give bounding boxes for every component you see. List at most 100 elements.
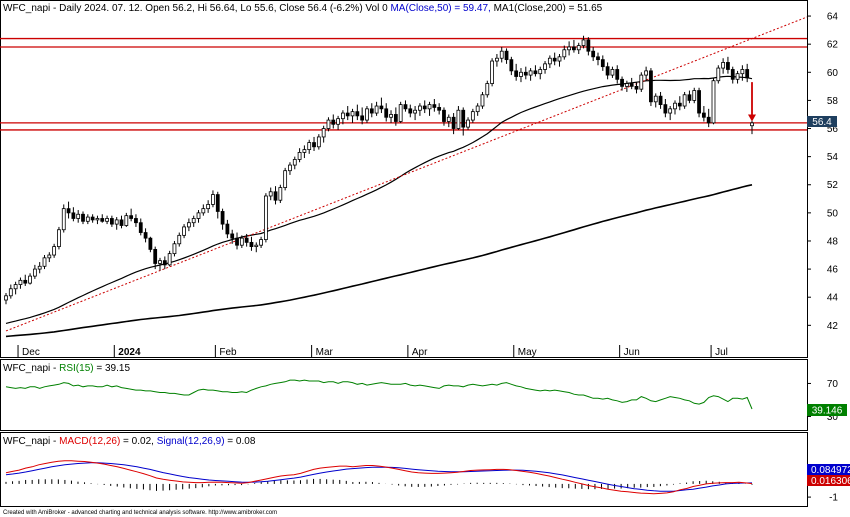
candle bbox=[254, 242, 259, 253]
candle bbox=[649, 68, 653, 107]
candle-down bbox=[273, 191, 278, 201]
candle bbox=[76, 210, 81, 223]
candle-up bbox=[427, 104, 432, 110]
candle-up bbox=[114, 219, 119, 225]
candle bbox=[538, 66, 543, 80]
candle-up bbox=[278, 187, 283, 201]
candle-up bbox=[47, 254, 52, 259]
rsi-tick-label: 30 bbox=[827, 412, 839, 423]
candle-down bbox=[629, 83, 634, 87]
date-tick-label: Feb bbox=[219, 347, 237, 358]
date-tick-label: Dec bbox=[22, 347, 40, 358]
candle bbox=[215, 191, 220, 219]
candle bbox=[312, 136, 316, 152]
candle-down bbox=[726, 62, 730, 70]
candle-up bbox=[124, 215, 129, 226]
candle-up bbox=[740, 69, 745, 75]
candle-up bbox=[485, 83, 490, 96]
candle-up bbox=[52, 246, 57, 256]
candle-up bbox=[211, 194, 215, 205]
candle-down bbox=[432, 104, 437, 108]
candle bbox=[687, 90, 692, 104]
candle-down bbox=[220, 211, 225, 225]
candle-up bbox=[519, 71, 523, 77]
candle-up bbox=[624, 83, 629, 87]
candle-up bbox=[105, 218, 109, 222]
candle bbox=[177, 232, 182, 247]
candle-up bbox=[288, 164, 292, 172]
candle bbox=[408, 104, 413, 118]
candle bbox=[321, 125, 326, 143]
trendline-path bbox=[5, 16, 808, 332]
rsi-header: WFC_napi - RSI(15) = 39.15 bbox=[3, 363, 130, 374]
candle bbox=[350, 108, 355, 123]
candle-down bbox=[687, 94, 692, 101]
ma200-line bbox=[5, 184, 753, 338]
price-tick-label: 58 bbox=[827, 96, 839, 107]
price-tick-label: 60 bbox=[827, 68, 839, 79]
signal-path bbox=[5, 462, 753, 492]
candle-down bbox=[345, 112, 350, 117]
candle bbox=[302, 145, 307, 159]
candle bbox=[677, 96, 682, 111]
candle bbox=[634, 82, 639, 94]
candle-down bbox=[109, 218, 114, 225]
candle-down bbox=[119, 219, 124, 226]
candle bbox=[259, 236, 263, 249]
candle bbox=[345, 106, 350, 121]
candle-up bbox=[350, 111, 355, 117]
candle bbox=[81, 211, 85, 225]
candle-up bbox=[95, 218, 100, 221]
candle bbox=[273, 186, 278, 205]
candle bbox=[230, 229, 235, 244]
candle-up bbox=[182, 226, 186, 236]
arrow-head bbox=[748, 114, 756, 122]
candle-up bbox=[316, 136, 321, 148]
candle bbox=[225, 219, 230, 239]
candle bbox=[629, 77, 634, 90]
candle bbox=[129, 208, 134, 222]
candle bbox=[114, 217, 119, 230]
candle bbox=[71, 207, 76, 222]
candle-up bbox=[653, 95, 658, 103]
candle bbox=[355, 104, 360, 121]
candle-up bbox=[562, 49, 567, 58]
candle bbox=[446, 114, 451, 128]
candle bbox=[514, 63, 519, 81]
candle-down bbox=[384, 108, 389, 118]
price-axis: 42 44 46 48 50 52 54 56 58 60 62 64 bbox=[807, 12, 838, 332]
candle bbox=[673, 100, 677, 115]
macd-panel-frame bbox=[0, 432, 808, 507]
candle-up bbox=[576, 45, 581, 51]
candle bbox=[393, 107, 398, 126]
candle-down bbox=[461, 109, 466, 128]
candle-up bbox=[297, 152, 302, 160]
candle bbox=[57, 226, 61, 250]
price-tick-label: 62 bbox=[827, 40, 839, 51]
candle-up bbox=[341, 112, 345, 120]
ma200-path bbox=[5, 184, 753, 338]
candle-down bbox=[369, 108, 374, 114]
candle-up bbox=[389, 114, 393, 118]
candle-down bbox=[225, 223, 230, 235]
candle-down bbox=[66, 208, 71, 214]
candle bbox=[47, 252, 52, 263]
candlesticks bbox=[4, 35, 754, 305]
candle bbox=[726, 56, 730, 74]
candle-down bbox=[162, 260, 167, 266]
candle bbox=[716, 65, 721, 84]
candle-up bbox=[259, 239, 263, 246]
svg-text:56.4: 56.4 bbox=[812, 117, 832, 128]
candle-down bbox=[393, 114, 398, 122]
candle-down bbox=[663, 104, 668, 114]
candle bbox=[331, 114, 336, 129]
price-bands bbox=[0, 37, 807, 131]
candle bbox=[586, 37, 591, 56]
candle bbox=[42, 255, 47, 270]
candle bbox=[239, 235, 244, 249]
candle bbox=[615, 65, 620, 84]
candle-up bbox=[206, 204, 211, 210]
candle-up bbox=[4, 295, 8, 301]
candle-down bbox=[649, 70, 653, 103]
candle bbox=[288, 162, 292, 175]
